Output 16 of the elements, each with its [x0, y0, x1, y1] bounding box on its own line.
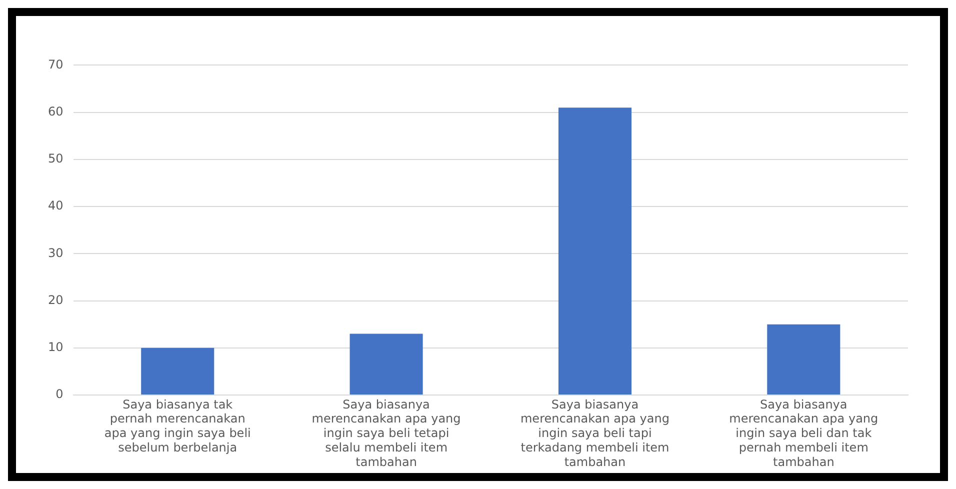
bar	[558, 108, 632, 394]
y-tick-label: 10	[48, 340, 64, 354]
x-tick-label: Saya biasanya tak pernah merencanakan apa yang ingin saya beli sebelum berbelanja	[104, 397, 251, 455]
y-tick-label: 60	[48, 104, 64, 118]
y-tick-label: 40	[48, 198, 64, 213]
x-tick-label: Saya biasanya merencanakan apa yang ingin saya beli tapi terkadang membeli item tambahan	[520, 397, 670, 469]
y-tick-label: 50	[48, 152, 64, 166]
bar	[767, 324, 840, 394]
y-tick-label: 0	[56, 387, 64, 402]
bar	[350, 334, 423, 394]
y-tick-label: 30	[48, 246, 64, 260]
y-tick-label: 70	[48, 57, 64, 72]
y-tick-label: 20	[48, 292, 64, 307]
bar	[141, 348, 214, 394]
x-tick-label: Saya biasanya merencanakan apa yang ingin saya beli tetapi selalu membeli item tambahan	[312, 397, 461, 469]
x-tick-label: Saya biasanya merencanakan apa yang ingin saya beli dan tak pernah membeli item tambahan	[729, 397, 878, 469]
